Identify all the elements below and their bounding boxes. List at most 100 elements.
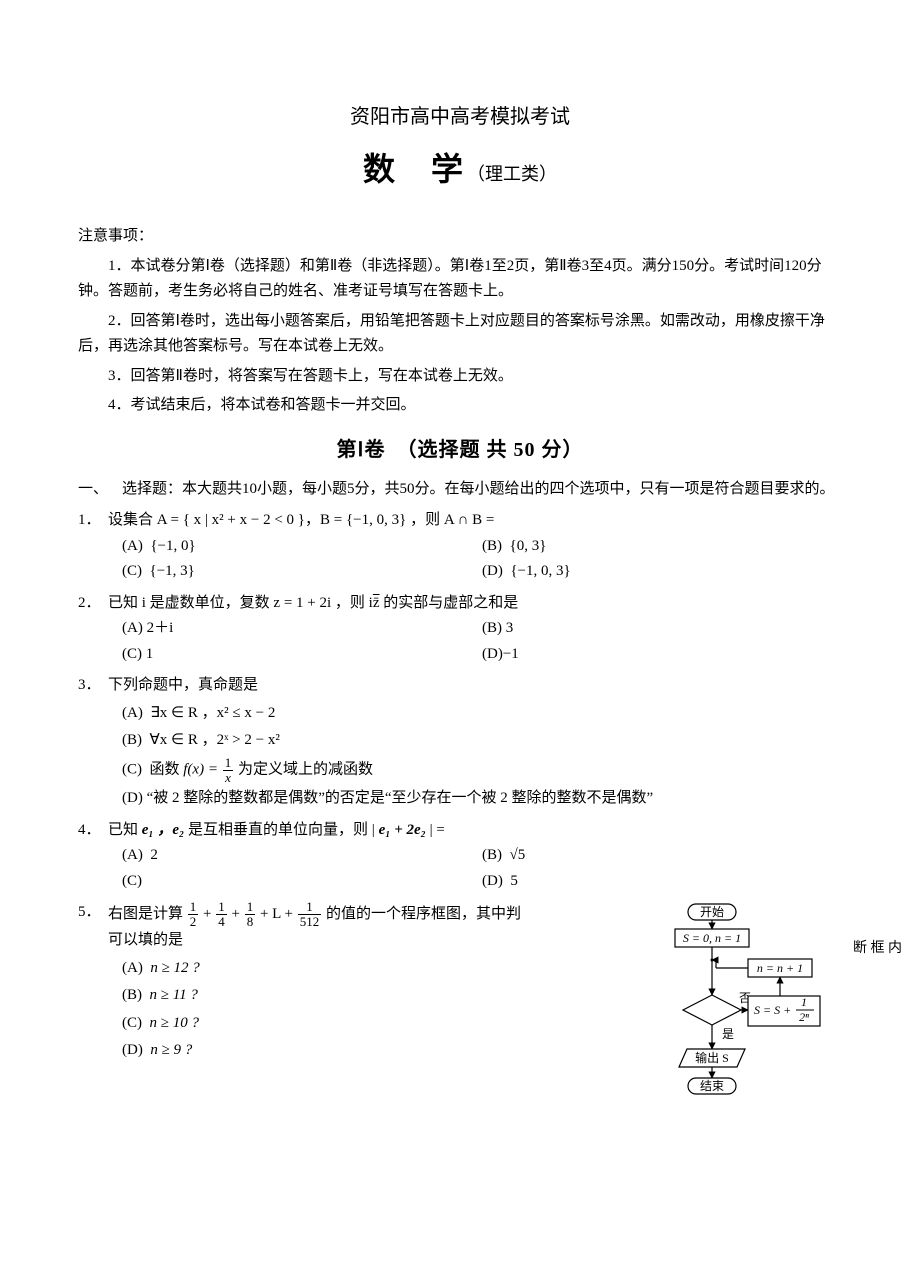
q5-optB-text: n ≥ 11 ?: [150, 987, 198, 1003]
q2-optB: 3: [506, 620, 514, 636]
q3-optC-post: 为定义域上的减函数: [238, 761, 373, 777]
q5-f2-b: 4: [216, 915, 227, 929]
fc-out-label: 输出 S: [695, 1050, 729, 1065]
q5-optC-label: (C): [122, 1015, 142, 1031]
question-2: 2．已知 i 是虚数单位，复数 z = 1 + 2i ，则 iz̄ 的实部与虚部…: [78, 591, 842, 668]
q4-optC-label: (C): [122, 873, 142, 889]
q1-optA-label: (A): [122, 538, 143, 554]
q5-optC-text: n ≥ 10 ?: [150, 1015, 199, 1031]
q4-prefix: 已知: [108, 822, 142, 838]
q2-zbar-text: z̄: [373, 595, 380, 611]
flowchart-svg: 开始 S = 0, n = 1 n = n + 1 否 S = S +: [632, 900, 822, 1110]
q5-plus1: +: [203, 906, 211, 922]
q1-cond-text: A = { x | x² + x − 2 < 0 }，B = {−1, 0, 3…: [157, 512, 407, 528]
q5-f4: 1512: [298, 900, 322, 928]
section1-title: 第Ⅰ卷 （选择题 共 50 分）: [78, 433, 842, 467]
q3-optD-label: (D): [122, 790, 143, 806]
flowchart: 开始 S = 0, n = 1 n = n + 1 否 S = S +: [632, 900, 822, 1130]
q1-optB: {0, 3}: [510, 538, 547, 554]
q5-f1-b: 2: [188, 915, 199, 929]
q1-optB-label: (B): [482, 538, 502, 554]
q4-optB-label: (B): [482, 847, 502, 863]
q4-optB: √5: [510, 847, 526, 863]
q5-optA: n ≥ 12 ?: [150, 960, 199, 976]
q2-optA: 2＋i: [147, 620, 174, 636]
q5-f1: 12: [188, 900, 199, 928]
q5-optD: n ≥ 9 ?: [150, 1042, 192, 1058]
q3-optA: ∃x ∈ R ，x² ≤ x − 2: [150, 705, 275, 721]
q5-plus2: +: [231, 906, 239, 922]
subject-line: 数 学（理工类）: [78, 142, 842, 196]
q4-optD: 5: [510, 873, 518, 889]
q4-suffix: | =: [426, 822, 445, 838]
q3-options: (A) ∃x ∈ R ，x² ≤ x − 2 (B) ∀x ∈ R ，2ˣ > …: [122, 701, 842, 812]
q5-f2: 14: [216, 900, 227, 928]
q4-num: 4．: [78, 818, 108, 844]
q4-expr: e₁ + 2e₂: [379, 822, 426, 838]
q2-optD-label: (D): [482, 646, 503, 662]
fc-init-label: S = 0, n = 1: [683, 931, 741, 945]
q5-options: (A) n ≥ 12 ? (B) n ≥ 11 ? (C) n ≥ 10 ? (…: [122, 956, 632, 1064]
q5-side-label: 断 框 内: [853, 938, 902, 959]
exam-page: 资阳市高中高考模拟考试 数 学（理工类） 注意事项： 1．本试卷分第Ⅰ卷（选择题…: [0, 0, 920, 1174]
q3-optC-func: f(x) =: [183, 761, 218, 777]
q4-options: (A) 2 (B) √5 (C) (D) 5: [122, 843, 842, 894]
q2-optC-label: (C): [122, 646, 142, 662]
q4-text: 已知 e₁ ，e₂ 是互相垂直的单位向量，则 | e₁ + 2e₂ | =: [108, 822, 445, 838]
q3-optB-label: (B): [122, 732, 142, 748]
q1-prefix: 设集合: [108, 512, 157, 528]
q3-optD: “被 2 整除的整数都是偶数”的否定是“至少存在一个被 2 整除的整数不是偶数”: [147, 790, 654, 806]
notice-item-4: 4．考试结束后，将本试卷和答题卡一并交回。: [78, 393, 842, 419]
q5-num: 5．: [78, 900, 108, 926]
q3-optC-frac-top: 1: [223, 756, 234, 771]
fc-sum-frac-top: 1: [801, 995, 807, 1009]
q1-cond: A = { x | x² + x − 2 < 0 }，B = {−1, 0, 3…: [157, 512, 407, 528]
fc-sum-pre: S = S +: [754, 1003, 791, 1017]
q2-text: 已知 i 是虚数单位，复数 z = 1 + 2i ，则 iz̄ 的实部与虚部之和…: [108, 595, 518, 611]
q4-optA: 2: [150, 847, 158, 863]
question-3: 3．下列命题中，真命题是 (A) ∃x ∈ R ，x² ≤ x − 2 (B) …: [78, 673, 842, 811]
fc-start-label: 开始: [700, 905, 724, 919]
q5-f2-t: 1: [216, 900, 227, 915]
q4-optD-label: (D): [482, 873, 503, 889]
q2-optD: −1: [503, 646, 519, 662]
q2-num: 2．: [78, 591, 108, 617]
q1-optD: {−1, 0, 3}: [510, 563, 570, 579]
q3-text: 下列命题中，真命题是: [108, 677, 258, 693]
notice-block: 注意事项： 1．本试卷分第Ⅰ卷（选择题）和第Ⅱ卷（非选择题）。第Ⅰ卷1至2页，第…: [78, 224, 842, 419]
q3-optB: ∀x ∈ R ，2ˣ > 2 − x²: [150, 732, 280, 748]
q5-f4-b: 512: [298, 915, 322, 929]
q2-optC: 1: [146, 646, 154, 662]
title-block: 资阳市高中高考模拟考试 数 学（理工类）: [78, 100, 842, 196]
q1-options: (A) {−1, 0} (B) {0, 3} (C) {−1, 3} (D) {…: [122, 534, 842, 585]
subject-main: 数 学: [363, 142, 465, 196]
q5-optA-text: n ≥ 12 ?: [150, 960, 199, 976]
question-4: 4．已知 e₁ ，e₂ 是互相垂直的单位向量，则 | e₁ + 2e₂ | = …: [78, 818, 842, 895]
q5-optC: n ≥ 10 ?: [150, 1015, 199, 1031]
q5-f3: 18: [245, 900, 256, 928]
q5-optB: n ≥ 11 ?: [150, 987, 198, 1003]
fc-yes-label: 是: [722, 1027, 734, 1041]
q5-optD-text: n ≥ 9 ?: [150, 1042, 192, 1058]
q2-zexpr: z = 1 + 2i: [273, 595, 331, 611]
q2-prefix: 已知 i 是虚数单位，复数: [108, 595, 273, 611]
q5-ldots: + L +: [260, 906, 293, 922]
q2-options: (A) 2＋i (B) 3 (C) 1 (D)−1: [122, 616, 842, 667]
q5-text: 右图是计算 12 + 14 + 18 + L + 1512 的值的一个程序框图，…: [108, 906, 521, 922]
notice-item-1: 1．本试卷分第Ⅰ卷（选择题）和第Ⅱ卷（非选择题）。第Ⅰ卷1至2页，第Ⅱ卷3至4页…: [78, 254, 842, 305]
q1-suffix: ，则 A ∩ B =: [406, 512, 494, 528]
q5-pre: 右图是计算: [108, 906, 183, 922]
q4-middle: 是互相垂直的单位向量，则 |: [184, 822, 378, 838]
q5-f3-t: 1: [245, 900, 256, 915]
section1-intro-num: 一、: [78, 477, 122, 503]
q5-post: 的值的一个程序框图，其中判: [326, 906, 521, 922]
q5-optA-label: (A): [122, 960, 143, 976]
q3-optC-label: (C): [122, 761, 142, 777]
q2-zexpr-text: z = 1 + 2i: [273, 595, 331, 611]
q3-optC-frac: 1 x: [223, 756, 234, 784]
q2-suffix: 的实部与虚部之和是: [380, 595, 519, 611]
question-1: 1．设集合 A = { x | x² + x − 2 < 0 }，B = {−1…: [78, 508, 842, 585]
q4-optA-label: (A): [122, 847, 143, 863]
section1-intro: 一、 选择题：本大题共10小题，每小题5分，共50分。在每小题给出的四个选项中，…: [78, 477, 842, 503]
q3-optC-func-text: f(x) =: [183, 761, 218, 777]
